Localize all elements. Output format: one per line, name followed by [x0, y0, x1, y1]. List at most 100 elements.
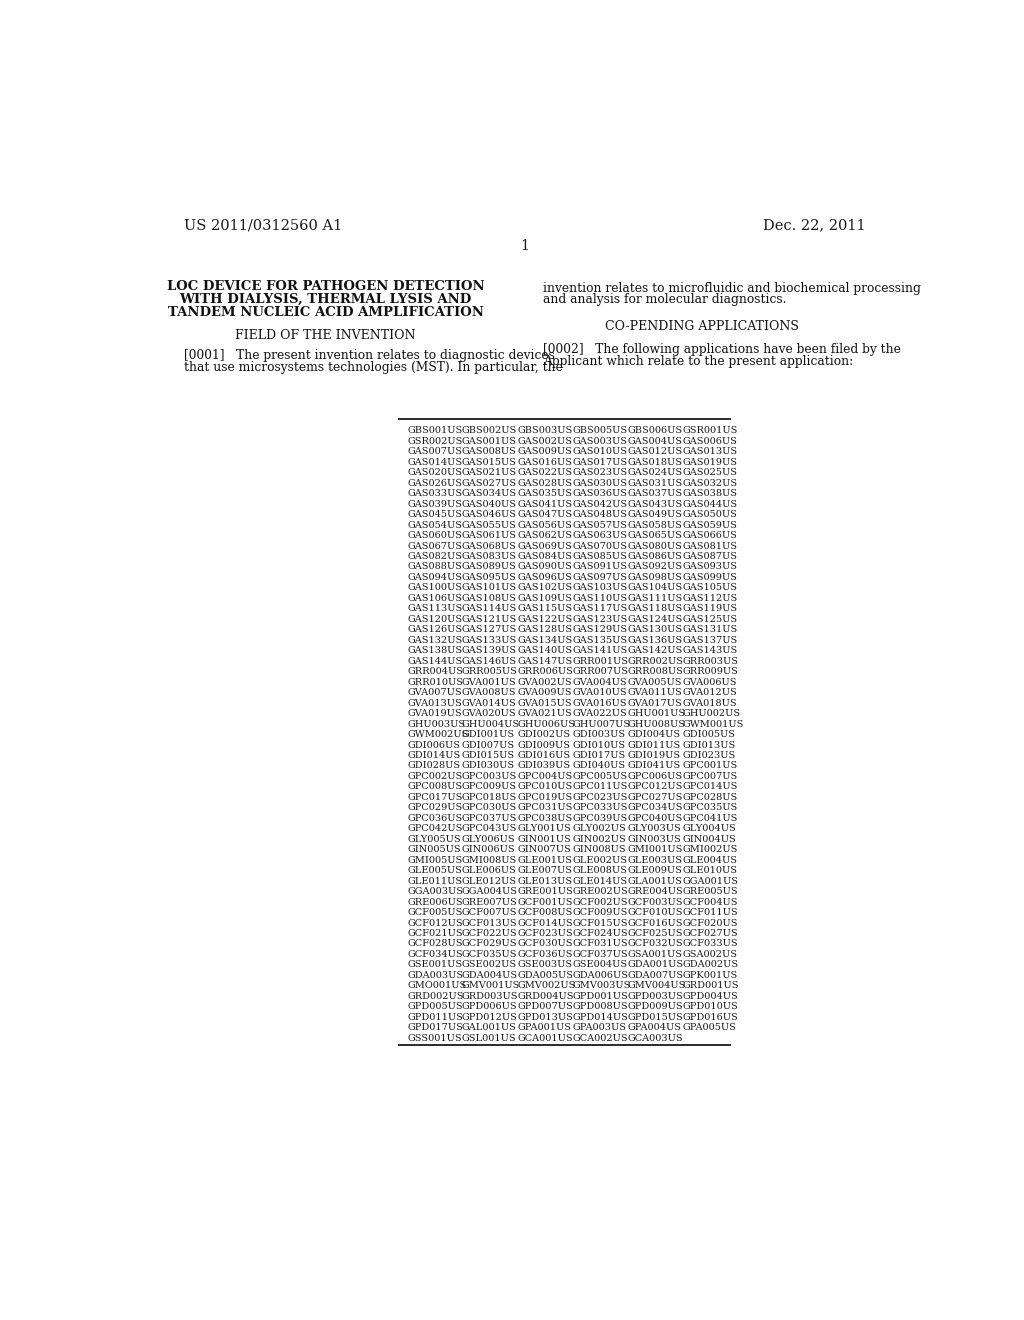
Text: GAS036US: GAS036US	[572, 490, 627, 498]
Text: GPD004US: GPD004US	[683, 991, 738, 1001]
Text: GRD001US: GRD001US	[683, 981, 739, 990]
Text: GAS144US: GAS144US	[407, 657, 462, 665]
Text: GPC014US: GPC014US	[683, 783, 738, 792]
Text: GAS133US: GAS133US	[461, 636, 516, 644]
Text: GCF034US: GCF034US	[407, 950, 463, 958]
Text: GVA022US: GVA022US	[572, 709, 627, 718]
Text: GAS129US: GAS129US	[572, 626, 627, 635]
Text: GAS122US: GAS122US	[517, 615, 572, 624]
Text: GAS106US: GAS106US	[407, 594, 462, 603]
Text: GAS102US: GAS102US	[517, 583, 572, 593]
Text: GPA001US: GPA001US	[517, 1023, 571, 1032]
Text: LOC DEVICE FOR PATHOGEN DETECTION: LOC DEVICE FOR PATHOGEN DETECTION	[167, 280, 484, 293]
Text: GAS069US: GAS069US	[517, 541, 572, 550]
Text: GRE004US: GRE004US	[628, 887, 684, 896]
Text: GCA003US: GCA003US	[628, 1034, 683, 1043]
Text: GMI002US: GMI002US	[683, 845, 738, 854]
Text: GAS026US: GAS026US	[407, 479, 462, 487]
Text: GVA014US: GVA014US	[461, 698, 516, 708]
Text: GAS109US: GAS109US	[517, 594, 572, 603]
Text: GAS016US: GAS016US	[517, 458, 572, 467]
Text: GAS063US: GAS063US	[572, 531, 627, 540]
Text: GDI011US: GDI011US	[628, 741, 681, 750]
Text: GPD003US: GPD003US	[628, 991, 684, 1001]
Text: GPC006US: GPC006US	[628, 772, 683, 781]
Text: GCF031US: GCF031US	[572, 940, 628, 949]
Text: GCF035US: GCF035US	[461, 950, 517, 958]
Text: GMV004US: GMV004US	[628, 981, 686, 990]
Text: GPC019US: GPC019US	[517, 793, 572, 801]
Text: GPC017US: GPC017US	[407, 793, 463, 801]
Text: GAS100US: GAS100US	[407, 583, 462, 593]
Text: GPC029US: GPC029US	[407, 804, 462, 812]
Text: GAS066US: GAS066US	[683, 531, 737, 540]
Text: GAS131US: GAS131US	[683, 626, 738, 635]
Text: Applicant which relate to the present application:: Applicant which relate to the present ap…	[544, 355, 854, 368]
Text: GAS091US: GAS091US	[572, 562, 627, 572]
Text: GAS094US: GAS094US	[407, 573, 462, 582]
Text: GAS055US: GAS055US	[461, 520, 516, 529]
Text: GDA006US: GDA006US	[572, 972, 628, 979]
Text: GSE002US: GSE002US	[461, 961, 516, 969]
Text: GAS127US: GAS127US	[461, 626, 516, 635]
Text: 1: 1	[520, 239, 529, 253]
Text: GCF009US: GCF009US	[572, 908, 628, 917]
Text: GGA003US: GGA003US	[407, 887, 463, 896]
Text: GPC035US: GPC035US	[683, 804, 738, 812]
Text: GAS067US: GAS067US	[407, 541, 462, 550]
Text: GPC001US: GPC001US	[683, 762, 738, 771]
Text: GAS047US: GAS047US	[517, 510, 572, 519]
Text: GAS024US: GAS024US	[628, 469, 683, 478]
Text: TANDEM NUCLEIC ACID AMPLIFICATION: TANDEM NUCLEIC ACID AMPLIFICATION	[168, 306, 483, 319]
Text: GLY001US: GLY001US	[517, 824, 570, 833]
Text: GDA005US: GDA005US	[517, 972, 573, 979]
Text: GAS003US: GAS003US	[572, 437, 627, 446]
Text: GAS058US: GAS058US	[628, 520, 683, 529]
Text: GAS042US: GAS042US	[572, 500, 627, 508]
Text: GMI005US: GMI005US	[407, 855, 462, 865]
Text: GAS044US: GAS044US	[683, 500, 738, 508]
Text: GLE005US: GLE005US	[407, 866, 462, 875]
Text: GPC003US: GPC003US	[461, 772, 516, 781]
Text: GHU008US: GHU008US	[628, 719, 686, 729]
Text: GIN004US: GIN004US	[683, 834, 736, 843]
Text: GGA001US: GGA001US	[683, 876, 739, 886]
Text: GPC018US: GPC018US	[461, 793, 516, 801]
Text: GAS132US: GAS132US	[407, 636, 462, 644]
Text: GAS146US: GAS146US	[461, 657, 516, 665]
Text: GLE012US: GLE012US	[461, 876, 516, 886]
Text: GAS006US: GAS006US	[683, 437, 737, 446]
Text: invention relates to microfluidic and biochemical processing: invention relates to microfluidic and bi…	[544, 281, 922, 294]
Text: GMV003US: GMV003US	[572, 981, 631, 990]
Text: GSA002US: GSA002US	[683, 950, 738, 958]
Text: GVA010US: GVA010US	[572, 688, 627, 697]
Text: GSL001US: GSL001US	[461, 1034, 516, 1043]
Text: GLE007US: GLE007US	[517, 866, 572, 875]
Text: GRE005US: GRE005US	[683, 887, 738, 896]
Text: GAS139US: GAS139US	[461, 647, 516, 655]
Text: GCF010US: GCF010US	[628, 908, 683, 917]
Text: GAS030US: GAS030US	[572, 479, 627, 487]
Text: GDI030US: GDI030US	[461, 762, 514, 771]
Text: GPC023US: GPC023US	[572, 793, 628, 801]
Text: GAS141US: GAS141US	[572, 647, 628, 655]
Text: GAS050US: GAS050US	[683, 510, 737, 519]
Text: GPK001US: GPK001US	[683, 972, 738, 979]
Text: GPD016US: GPD016US	[683, 1012, 738, 1022]
Text: GBS005US: GBS005US	[572, 426, 627, 436]
Text: GDI017US: GDI017US	[572, 751, 626, 760]
Text: GVA012US: GVA012US	[683, 688, 737, 697]
Text: GVA006US: GVA006US	[683, 677, 737, 686]
Text: GPC004US: GPC004US	[517, 772, 572, 781]
Text: GLE001US: GLE001US	[517, 855, 572, 865]
Text: GRR004US: GRR004US	[407, 667, 463, 676]
Text: GAS082US: GAS082US	[407, 552, 462, 561]
Text: GPC038US: GPC038US	[517, 814, 572, 822]
Text: GAS085US: GAS085US	[572, 552, 627, 561]
Text: GPC012US: GPC012US	[628, 783, 683, 792]
Text: GDA001US: GDA001US	[628, 961, 684, 969]
Text: GCF036US: GCF036US	[517, 950, 572, 958]
Text: GPA005US: GPA005US	[683, 1023, 737, 1032]
Text: GAS119US: GAS119US	[683, 605, 738, 614]
Text: GPA003US: GPA003US	[572, 1023, 626, 1032]
